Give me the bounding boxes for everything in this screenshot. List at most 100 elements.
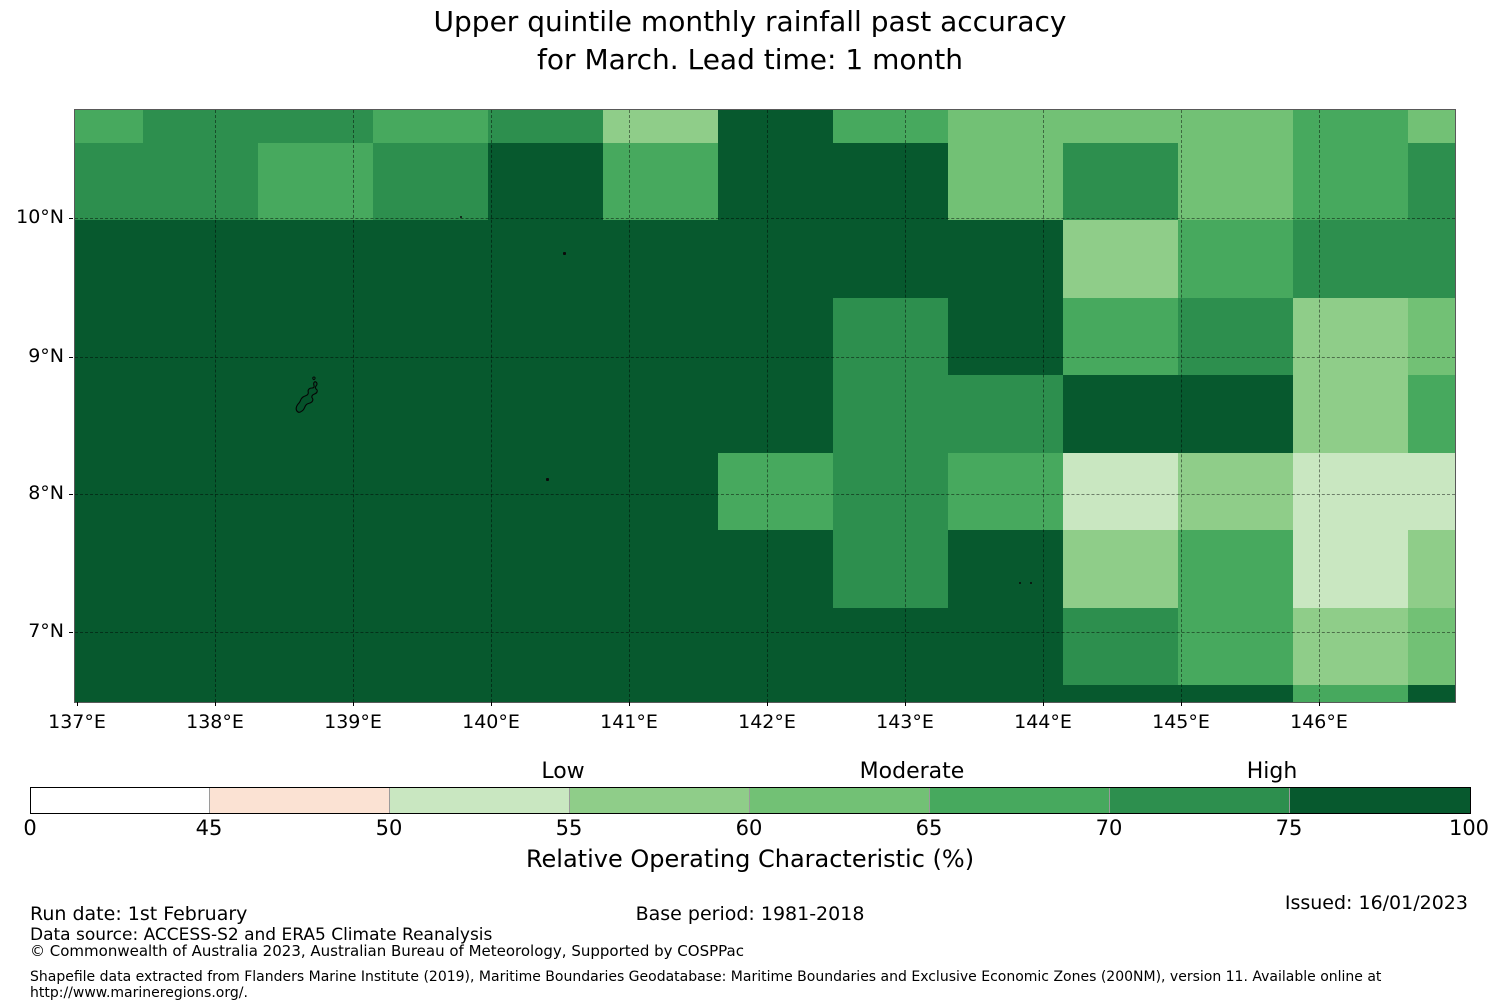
colorbar-segment-75-100: [1290, 788, 1470, 813]
heatmap-cell-r5c4: [488, 453, 603, 530]
x-axis-label-0: 137°E: [48, 711, 106, 733]
heatmap-cell-r6c1: [143, 530, 258, 608]
colorbar-band-label-moderate: Moderate: [859, 759, 965, 784]
copyright-text: © Commonwealth of Australia 2023, Austra…: [30, 942, 744, 960]
run-date-text: Run date: 1st February: [30, 903, 248, 925]
y-axis-label-2: 8°N: [28, 482, 64, 504]
heatmap-cell-r7c5: [603, 608, 718, 685]
colorbar-tick-60: 60: [735, 816, 763, 840]
heatmap-cell-r2c3: [373, 220, 488, 298]
meridian-gridline-8: [1319, 110, 1320, 702]
heatmap-cell-r4c5: [603, 375, 718, 453]
heatmap-cell-r4c8: [948, 375, 1063, 453]
x-tick-9: [1319, 702, 1320, 706]
heatmap-cell-r5c9: [1063, 453, 1178, 530]
heatmap-cell-r5c6: [718, 453, 833, 530]
heatmap-cell-r4c7: [833, 375, 948, 453]
heatmap-cell-r8c2: [258, 685, 373, 702]
x-axis-label-5: 142°E: [738, 711, 796, 733]
y-axis-label-1: 9°N: [28, 345, 64, 367]
meridian-gridline-1: [353, 110, 354, 702]
heatmap-cell-r0c8: [948, 110, 1063, 143]
heatmap-cell-r4c10: [1178, 375, 1293, 453]
x-axis-label-3: 140°E: [462, 711, 520, 733]
heatmap-cell-r4c3: [373, 375, 488, 453]
colorbar-segment-70-75: [1110, 788, 1290, 813]
colorbar-axis-label: Relative Operating Characteristic (%): [525, 845, 975, 873]
heatmap-cell-r1c8: [948, 143, 1063, 220]
heatmap-cell-r5c8: [948, 453, 1063, 530]
heatmap-cell-r3c9: [1063, 298, 1178, 375]
heatmap-cell-r4c12: [1408, 375, 1455, 453]
heatmap-cell-r0c7: [833, 110, 948, 143]
heatmap-cell-r1c1: [143, 143, 258, 220]
heatmap-cell-r7c12: [1408, 608, 1455, 685]
colorbar-segment-50-55: [390, 788, 570, 813]
x-tick-0: [77, 702, 78, 706]
colorbar-tick-55: 55: [555, 816, 583, 840]
heatmap-cell-r6c9: [1063, 530, 1178, 608]
heatmap-cell-r5c3: [373, 453, 488, 530]
heatmap-cell-r6c7: [833, 530, 948, 608]
x-axis-label-6: 143°E: [876, 711, 934, 733]
parallel-gridline-3: [75, 632, 1455, 633]
heatmap-cell-r1c7: [833, 143, 948, 220]
parallel-gridline-1: [75, 357, 1455, 358]
heatmap-cell-r3c6: [718, 298, 833, 375]
heatmap-cell-r3c0: [75, 298, 143, 375]
heatmap-cell-r6c8: [948, 530, 1063, 608]
colorbar-segment-55-60: [570, 788, 750, 813]
heatmap-cell-r5c5: [603, 453, 718, 530]
heatmap-cell-r6c12: [1408, 530, 1455, 608]
heatmap-cell-r0c0: [75, 110, 143, 143]
island-dot-0: [460, 216, 462, 218]
heatmap-cell-r8c12: [1408, 685, 1455, 702]
heatmap-cell-r1c11: [1293, 143, 1408, 220]
y-axis-label-0: 10°N: [16, 206, 64, 228]
heatmap-cell-r2c4: [488, 220, 603, 298]
heatmap-cell-r5c0: [75, 453, 143, 530]
heatmap-cell-r2c9: [1063, 220, 1178, 298]
y-tick-3: [69, 632, 73, 633]
heatmap-cell-r4c1: [143, 375, 258, 453]
colorbar-tick-50: 50: [375, 816, 403, 840]
x-tick-2: [353, 702, 354, 706]
parallel-gridline-2: [75, 494, 1455, 495]
heatmap-cell-r1c12: [1408, 143, 1455, 220]
island-dot-3: [1019, 582, 1021, 584]
heatmap-cell-r2c12: [1408, 220, 1455, 298]
heatmap-cell-r3c4: [488, 298, 603, 375]
heatmap-cell-r2c2: [258, 220, 373, 298]
heatmap-cell-r7c2: [258, 608, 373, 685]
heatmap-cell-r7c3: [373, 608, 488, 685]
island-dot-1: [563, 252, 566, 255]
heatmap-cell-r3c2: [258, 298, 373, 375]
y-tick-0: [69, 218, 73, 219]
heatmap-cell-r2c0: [75, 220, 143, 298]
parallel-gridline-0: [75, 218, 1455, 219]
heatmap-cell-r2c1: [143, 220, 258, 298]
x-tick-1: [215, 702, 216, 706]
colorbar-tick-0: 0: [23, 816, 37, 840]
heatmap-cell-r6c2: [258, 530, 373, 608]
heatmap-cell-r7c7: [833, 608, 948, 685]
x-axis-label-8: 145°E: [1152, 711, 1210, 733]
heatmap-cell-r6c10: [1178, 530, 1293, 608]
heatmap-cell-r4c9: [1063, 375, 1178, 453]
colorbar-segment-65-70: [930, 788, 1110, 813]
heatmap-cell-r1c3: [373, 143, 488, 220]
heatmap-cell-r7c6: [718, 608, 833, 685]
heatmap-cell-r0c2: [258, 110, 373, 143]
colorbar-band-label-low: Low: [541, 759, 585, 784]
heatmap-cell-r8c3: [373, 685, 488, 702]
heatmap-cell-r4c6: [718, 375, 833, 453]
heatmap-cell-r3c7: [833, 298, 948, 375]
heatmap-cell-r1c2: [258, 143, 373, 220]
heatmap-cell-r0c6: [718, 110, 833, 143]
x-tick-8: [1181, 702, 1182, 706]
heatmap-cell-r7c10: [1178, 608, 1293, 685]
heatmap-cell-r0c9: [1063, 110, 1178, 143]
x-axis-label-1: 138°E: [186, 711, 244, 733]
heatmap-cell-r1c6: [718, 143, 833, 220]
meridian-gridline-5: [905, 110, 906, 702]
